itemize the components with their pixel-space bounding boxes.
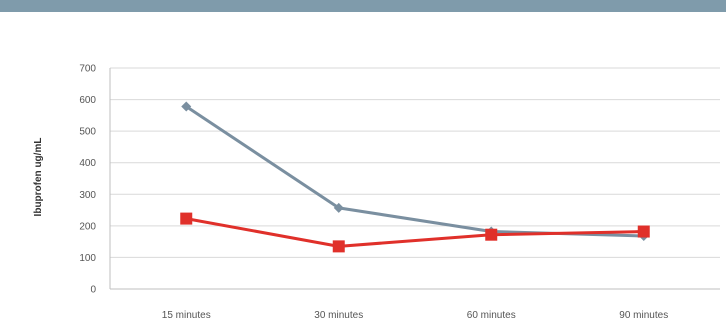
data-point-square (180, 212, 193, 225)
data-point-square (485, 228, 498, 241)
x-tick-labels: 15 minutes 30 minutes 60 minutes 90 minutes (162, 310, 668, 321)
series (180, 101, 650, 253)
y-tick-label: 600 (79, 95, 96, 106)
y-tick-label: 300 (79, 190, 96, 201)
y-tick-label: 200 (79, 221, 96, 232)
x-tick-label: 15 minutes (162, 310, 211, 321)
data-point-square (332, 240, 345, 253)
x-tick-label: 30 minutes (314, 310, 363, 321)
series-line (185, 105, 644, 238)
gridlines (110, 67, 720, 258)
x-tick-label: 60 minutes (467, 310, 516, 321)
series-1 (181, 101, 649, 241)
y-axis-title: Ibuprofen ug/mL (33, 138, 44, 217)
y-tick-label: 100 (79, 253, 96, 264)
data-point-square (637, 225, 650, 238)
x-tick-label: 90 minutes (619, 310, 668, 321)
series-2 (180, 212, 650, 253)
data-point-diamond (333, 202, 344, 213)
y-tick-label: 700 (79, 64, 96, 75)
y-tick-label: 0 (90, 285, 96, 296)
header-banner (0, 0, 726, 12)
y-tick-labels: 0 100 200 300 400 500 600 700 (79, 64, 96, 296)
y-tick-label: 400 (79, 158, 96, 169)
y-tick-label: 500 (79, 127, 96, 138)
data-point-diamond (181, 101, 192, 112)
series-line (185, 217, 644, 248)
axes (109, 68, 720, 290)
